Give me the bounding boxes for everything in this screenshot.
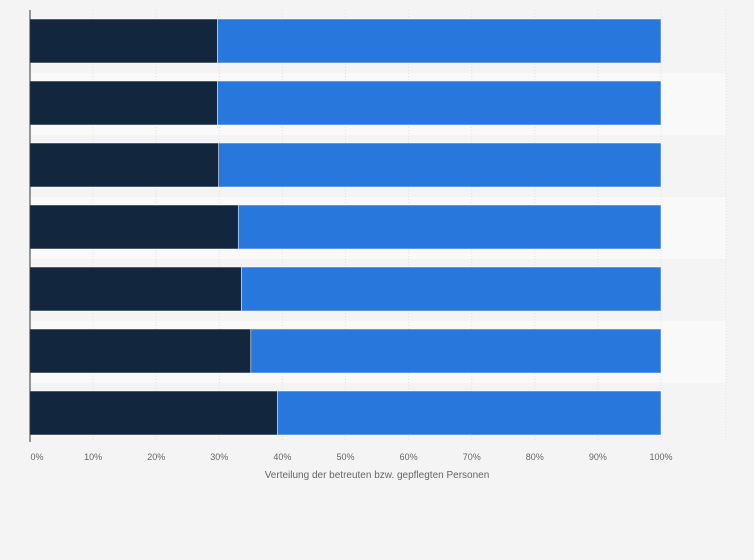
- bar-segment-1: [29, 142, 219, 188]
- bar-segment-1: [29, 80, 218, 126]
- x-tick-labels: 0% 10% 20% 30% 40% 50% 60% 70% 80% 90% 100%: [30, 452, 672, 462]
- x-axis-title: Verteilung der betreuten bzw. gepflegten…: [265, 470, 490, 481]
- x-tick-label: 70%: [463, 452, 481, 462]
- bar-segment-1: [29, 390, 278, 436]
- x-tick-label: 40%: [273, 452, 291, 462]
- bar-segment-2: [250, 328, 662, 374]
- bars: [29, 18, 662, 436]
- bar-segment-2: [218, 142, 662, 188]
- x-tick-label: 0%: [30, 452, 43, 462]
- x-tick-label: 80%: [526, 452, 544, 462]
- x-tick-label: 10%: [84, 452, 102, 462]
- x-tick-label: 20%: [147, 452, 165, 462]
- bar-segment-2: [241, 266, 662, 312]
- x-tick-label: 90%: [589, 452, 607, 462]
- x-tick-label: 100%: [649, 452, 672, 462]
- x-tick-label: 50%: [336, 452, 354, 462]
- x-tick-label: 30%: [210, 452, 228, 462]
- bar-segment-2: [237, 204, 662, 250]
- bar-segment-2: [217, 18, 662, 64]
- bar-segment-1: [29, 328, 252, 374]
- bar-segment-1: [29, 18, 218, 64]
- bar-segment-1: [29, 266, 242, 312]
- x-tick-label: 60%: [400, 452, 418, 462]
- bar-segment-2: [217, 80, 662, 126]
- bar-segment-1: [29, 204, 239, 250]
- bar-segment-2: [277, 390, 662, 436]
